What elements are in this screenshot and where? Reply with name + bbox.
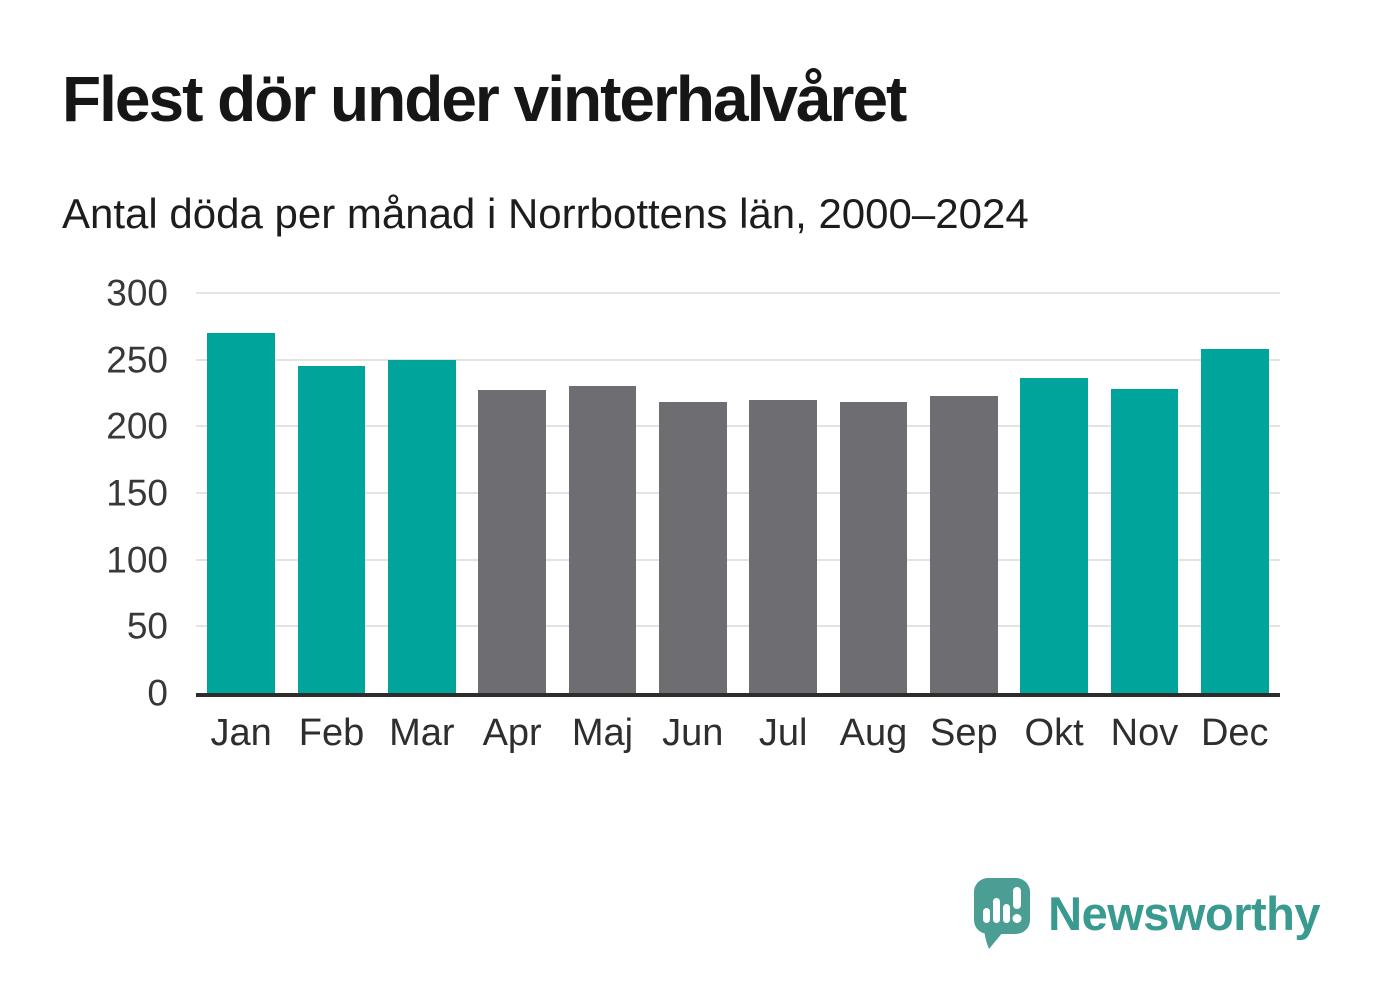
bar-aug [839, 402, 908, 693]
bar-slot-dec [1190, 293, 1280, 693]
x-tick-label-dec: Dec [1200, 712, 1269, 754]
gridline-300 [196, 292, 1280, 294]
chart-title: Flest dör under vinterhalvåret [62, 63, 907, 135]
x-tick-label-maj: Maj [571, 712, 634, 754]
x-tick-label-sep: Sep [929, 712, 998, 754]
x-tick-label-aug: Aug [839, 712, 908, 754]
bar-jul [749, 399, 817, 693]
gridline-50 [196, 625, 1280, 628]
y-tick-label-0: 0 [147, 672, 168, 714]
plot-area: 0 50 100 150 200 250 300 [106, 275, 1280, 712]
x-tick-label-nov: Nov [1110, 712, 1179, 754]
bar-slot-jul [738, 293, 828, 693]
brand-footer: Newsworthy [972, 876, 1320, 950]
y-tick-label-100: 100 [106, 539, 168, 581]
gridline-250 [196, 358, 1280, 361]
gridline-150 [196, 492, 1280, 494]
bar-feb [297, 366, 366, 693]
y-tick-label-150: 150 [106, 472, 168, 514]
gridline-100 [196, 558, 1280, 561]
x-tick-label-mar: Mar [389, 712, 455, 754]
bar-slot-nov [1099, 293, 1189, 693]
bar-slot-apr [467, 293, 557, 693]
bar-jan [207, 333, 276, 693]
bar-slot-okt [1009, 293, 1099, 693]
bar-maj [568, 386, 637, 693]
y-tick-label-300: 300 [106, 272, 168, 314]
bar-slot-jun [648, 293, 738, 693]
chart-subtitle: Antal döda per månad i Norrbottens län, … [62, 190, 1029, 237]
brand-name: Newsworthy [1048, 886, 1320, 940]
x-tick-label-okt: Okt [1024, 712, 1084, 754]
bar-slot-feb [286, 293, 376, 693]
y-tick-label-250: 250 [106, 339, 168, 381]
x-tick-label-jun: Jun [662, 712, 724, 754]
x-tick-label-jan: Jan [210, 712, 272, 754]
x-tick-label-apr: Apr [482, 712, 542, 754]
bar-nov [1110, 389, 1179, 693]
bar-slot-sep [919, 293, 1009, 693]
bar-slot-jan [196, 293, 286, 693]
y-tick-label-200: 200 [106, 405, 168, 447]
newsworthy-logo-icon [974, 878, 1031, 949]
bar-sep [929, 395, 998, 693]
bar-apr [478, 390, 547, 693]
bar-mar [387, 359, 456, 693]
y-tick-label-50: 50 [126, 605, 168, 647]
bar-slot-mar [377, 293, 467, 693]
bar-jun [658, 402, 727, 693]
gridline-200 [196, 425, 1280, 428]
bar-okt [1020, 378, 1088, 693]
x-tick-label-jul: Jul [758, 712, 808, 754]
x-axis-labels: Jan Feb Mar Apr Maj Jun Jul Aug Sep Okt Nov Dec [196, 712, 1280, 755]
bar-dec [1200, 349, 1269, 693]
bar-slot-aug [828, 293, 918, 693]
x-tick-label-feb: Feb [298, 712, 365, 754]
bars-container [196, 293, 1280, 693]
bar-slot-maj [557, 293, 647, 693]
